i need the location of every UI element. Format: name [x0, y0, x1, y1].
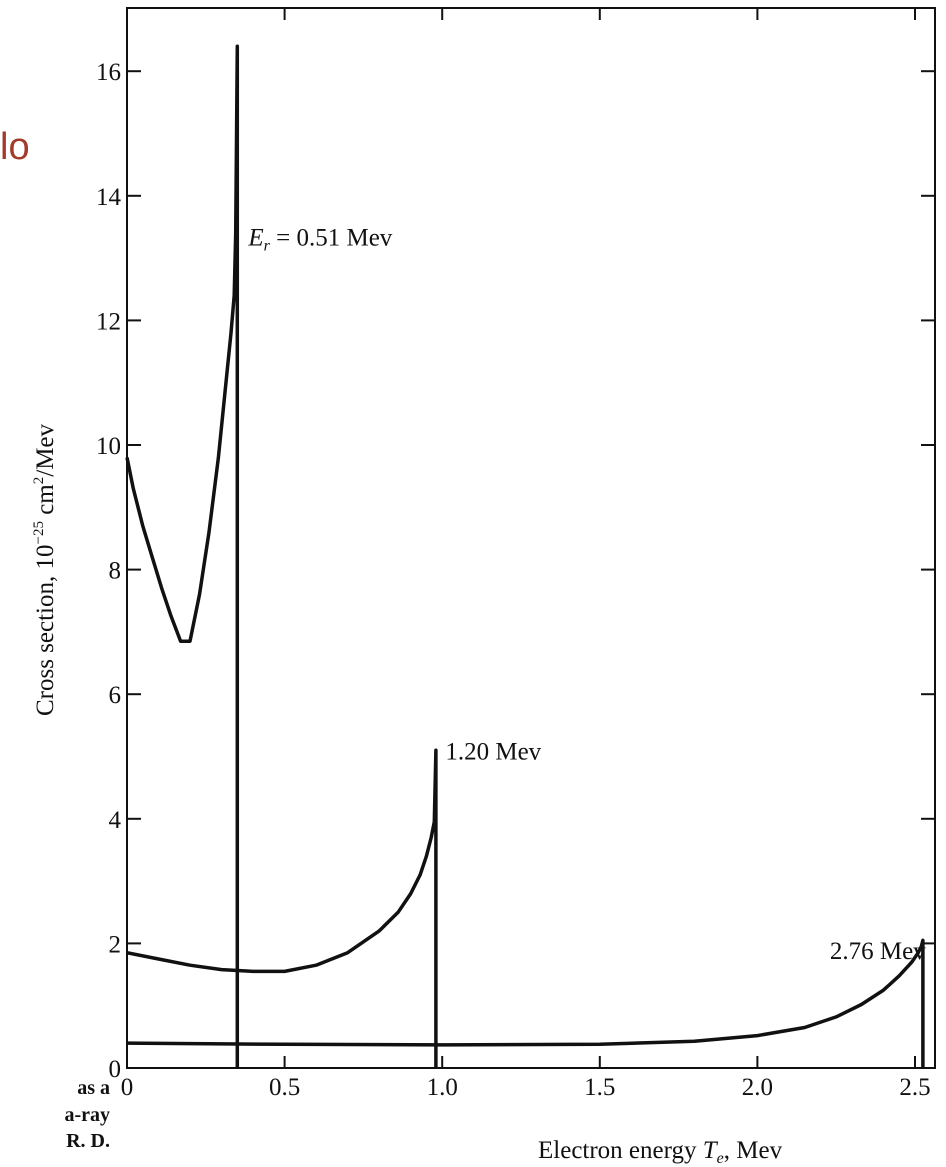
- caption-fragment-1: as a: [77, 1077, 110, 1099]
- y-tick-label: 14: [96, 184, 122, 211]
- series-curve-2: [126, 748, 438, 1068]
- x-tick-label: 2.0: [742, 1074, 773, 1101]
- x-axis-title: Electron energy Te, Mev: [538, 1137, 783, 1167]
- series-label-2: 1.20 Mev: [445, 739, 541, 766]
- y-tick-label: 6: [109, 682, 122, 709]
- x-tick-label: 0.5: [269, 1074, 300, 1101]
- curves: [125, 44, 925, 1068]
- x-tick-label: 1.5: [584, 1074, 615, 1101]
- y-tick-label: 10: [96, 433, 121, 460]
- y-tick-label: 12: [96, 308, 121, 335]
- curve-labels: Er = 0.51 Mev 1.20 Mev 2.76 Mev: [247, 225, 926, 965]
- series-curve-1: [125, 44, 240, 1068]
- series-label-1: Er = 0.51 Mev: [247, 225, 392, 255]
- y-tick-label: 2: [109, 931, 122, 958]
- x-tick-label: 2.5: [899, 1074, 930, 1101]
- y-tick-label: 4: [109, 807, 122, 834]
- caption-fragment-2: a-ray: [64, 1104, 110, 1126]
- x-tick-label: 0: [121, 1074, 134, 1101]
- x-tick-label: 1.0: [427, 1074, 458, 1101]
- slide-title-fragment: lo: [0, 126, 30, 168]
- caption-fragment-3: R. D.: [66, 1130, 110, 1152]
- axis-ticks: 0 0.5 1.0 1.5 2.0 2.5 0 2 4 6 8 10 12 14 16: [96, 8, 935, 1101]
- y-tick-label: 0: [109, 1056, 122, 1083]
- series-curve-3: [126, 938, 925, 1068]
- y-tick-label: 16: [96, 59, 121, 86]
- y-axis-title: Cross section, 10−25 cm2/Mev: [31, 423, 59, 716]
- series-label-3: 2.76 Mev: [830, 938, 926, 965]
- plot-frame: [126, 7, 936, 1069]
- y-tick-label: 8: [109, 558, 122, 585]
